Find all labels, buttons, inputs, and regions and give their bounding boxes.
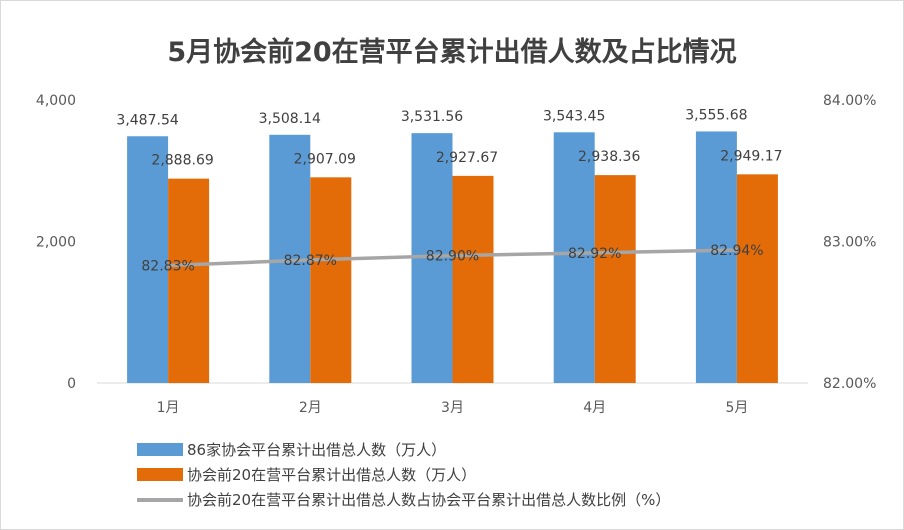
legend-item-top20: 协会前20在营平台累计出借总人数（万人） <box>137 462 670 487</box>
data-label-total: 3,487.54 <box>116 112 178 128</box>
data-label-top20: 2,949.17 <box>720 148 782 164</box>
y-left-tick-label: 2,000 <box>36 235 76 251</box>
data-label-ratio: 82.94% <box>710 243 763 259</box>
bar-total <box>127 136 169 383</box>
data-label-total: 3,555.68 <box>685 107 747 123</box>
y-right-tick-label: 84.00% <box>823 93 876 109</box>
bar-top20 <box>594 175 636 383</box>
y-right-tick-label: 82.00% <box>823 376 876 392</box>
y-left-tick-label: 0 <box>67 376 76 392</box>
bar-top20 <box>452 175 494 383</box>
legend-swatch-top20 <box>137 468 183 481</box>
legend-swatch-total <box>137 443 183 456</box>
legend-label-top20: 协会前20在营平台累计出借总人数（万人） <box>187 466 477 484</box>
x-tick-label: 5月 <box>725 400 748 416</box>
bar-top20 <box>310 177 352 383</box>
y-left-tick-label: 4,000 <box>36 93 76 109</box>
bar-total <box>695 131 737 383</box>
legend-swatch-ratio <box>137 497 183 502</box>
data-label-total: 3,543.45 <box>543 108 605 124</box>
data-label-top20: 2,907.09 <box>294 151 356 167</box>
bar-top20 <box>168 178 210 383</box>
legend-item-ratio: 协会前20在营平台累计出借总人数占协会平台累计出借总人数比例（%） <box>137 487 670 512</box>
data-label-top20: 2,938.36 <box>578 149 640 165</box>
data-label-total: 3,531.56 <box>401 109 463 125</box>
legend-item-total: 86家协会平台累计出借总人数（万人） <box>137 437 670 462</box>
legend-label-total: 86家协会平台累计出借总人数（万人） <box>187 441 447 459</box>
data-label-top20: 2,888.69 <box>151 153 213 169</box>
ratio-line <box>166 248 739 268</box>
x-tick-label: 1月 <box>157 400 180 416</box>
data-label-top20: 2,927.67 <box>436 150 498 166</box>
legend: 86家协会平台累计出借总人数（万人） 协会前20在营平台累计出借总人数（万人） … <box>137 437 670 512</box>
bar-total <box>553 132 595 383</box>
x-tick-label: 2月 <box>299 400 322 416</box>
data-label-ratio: 82.87% <box>284 253 337 269</box>
data-label-ratio: 82.90% <box>426 249 479 265</box>
legend-label-ratio: 协会前20在营平台累计出借总人数占协会平台累计出借总人数比例（%） <box>187 491 671 509</box>
data-label-total: 3,508.14 <box>259 111 321 127</box>
x-tick-label: 3月 <box>441 400 464 416</box>
data-label-ratio: 82.83% <box>141 259 194 275</box>
y-right-tick-label: 83.00% <box>823 235 876 251</box>
x-tick-label: 4月 <box>583 400 606 416</box>
bar-top20 <box>736 174 778 383</box>
data-label-ratio: 82.92% <box>568 246 621 262</box>
chart-title: 5月协会前20在营平台累计出借人数及占比情况 <box>167 37 737 68</box>
